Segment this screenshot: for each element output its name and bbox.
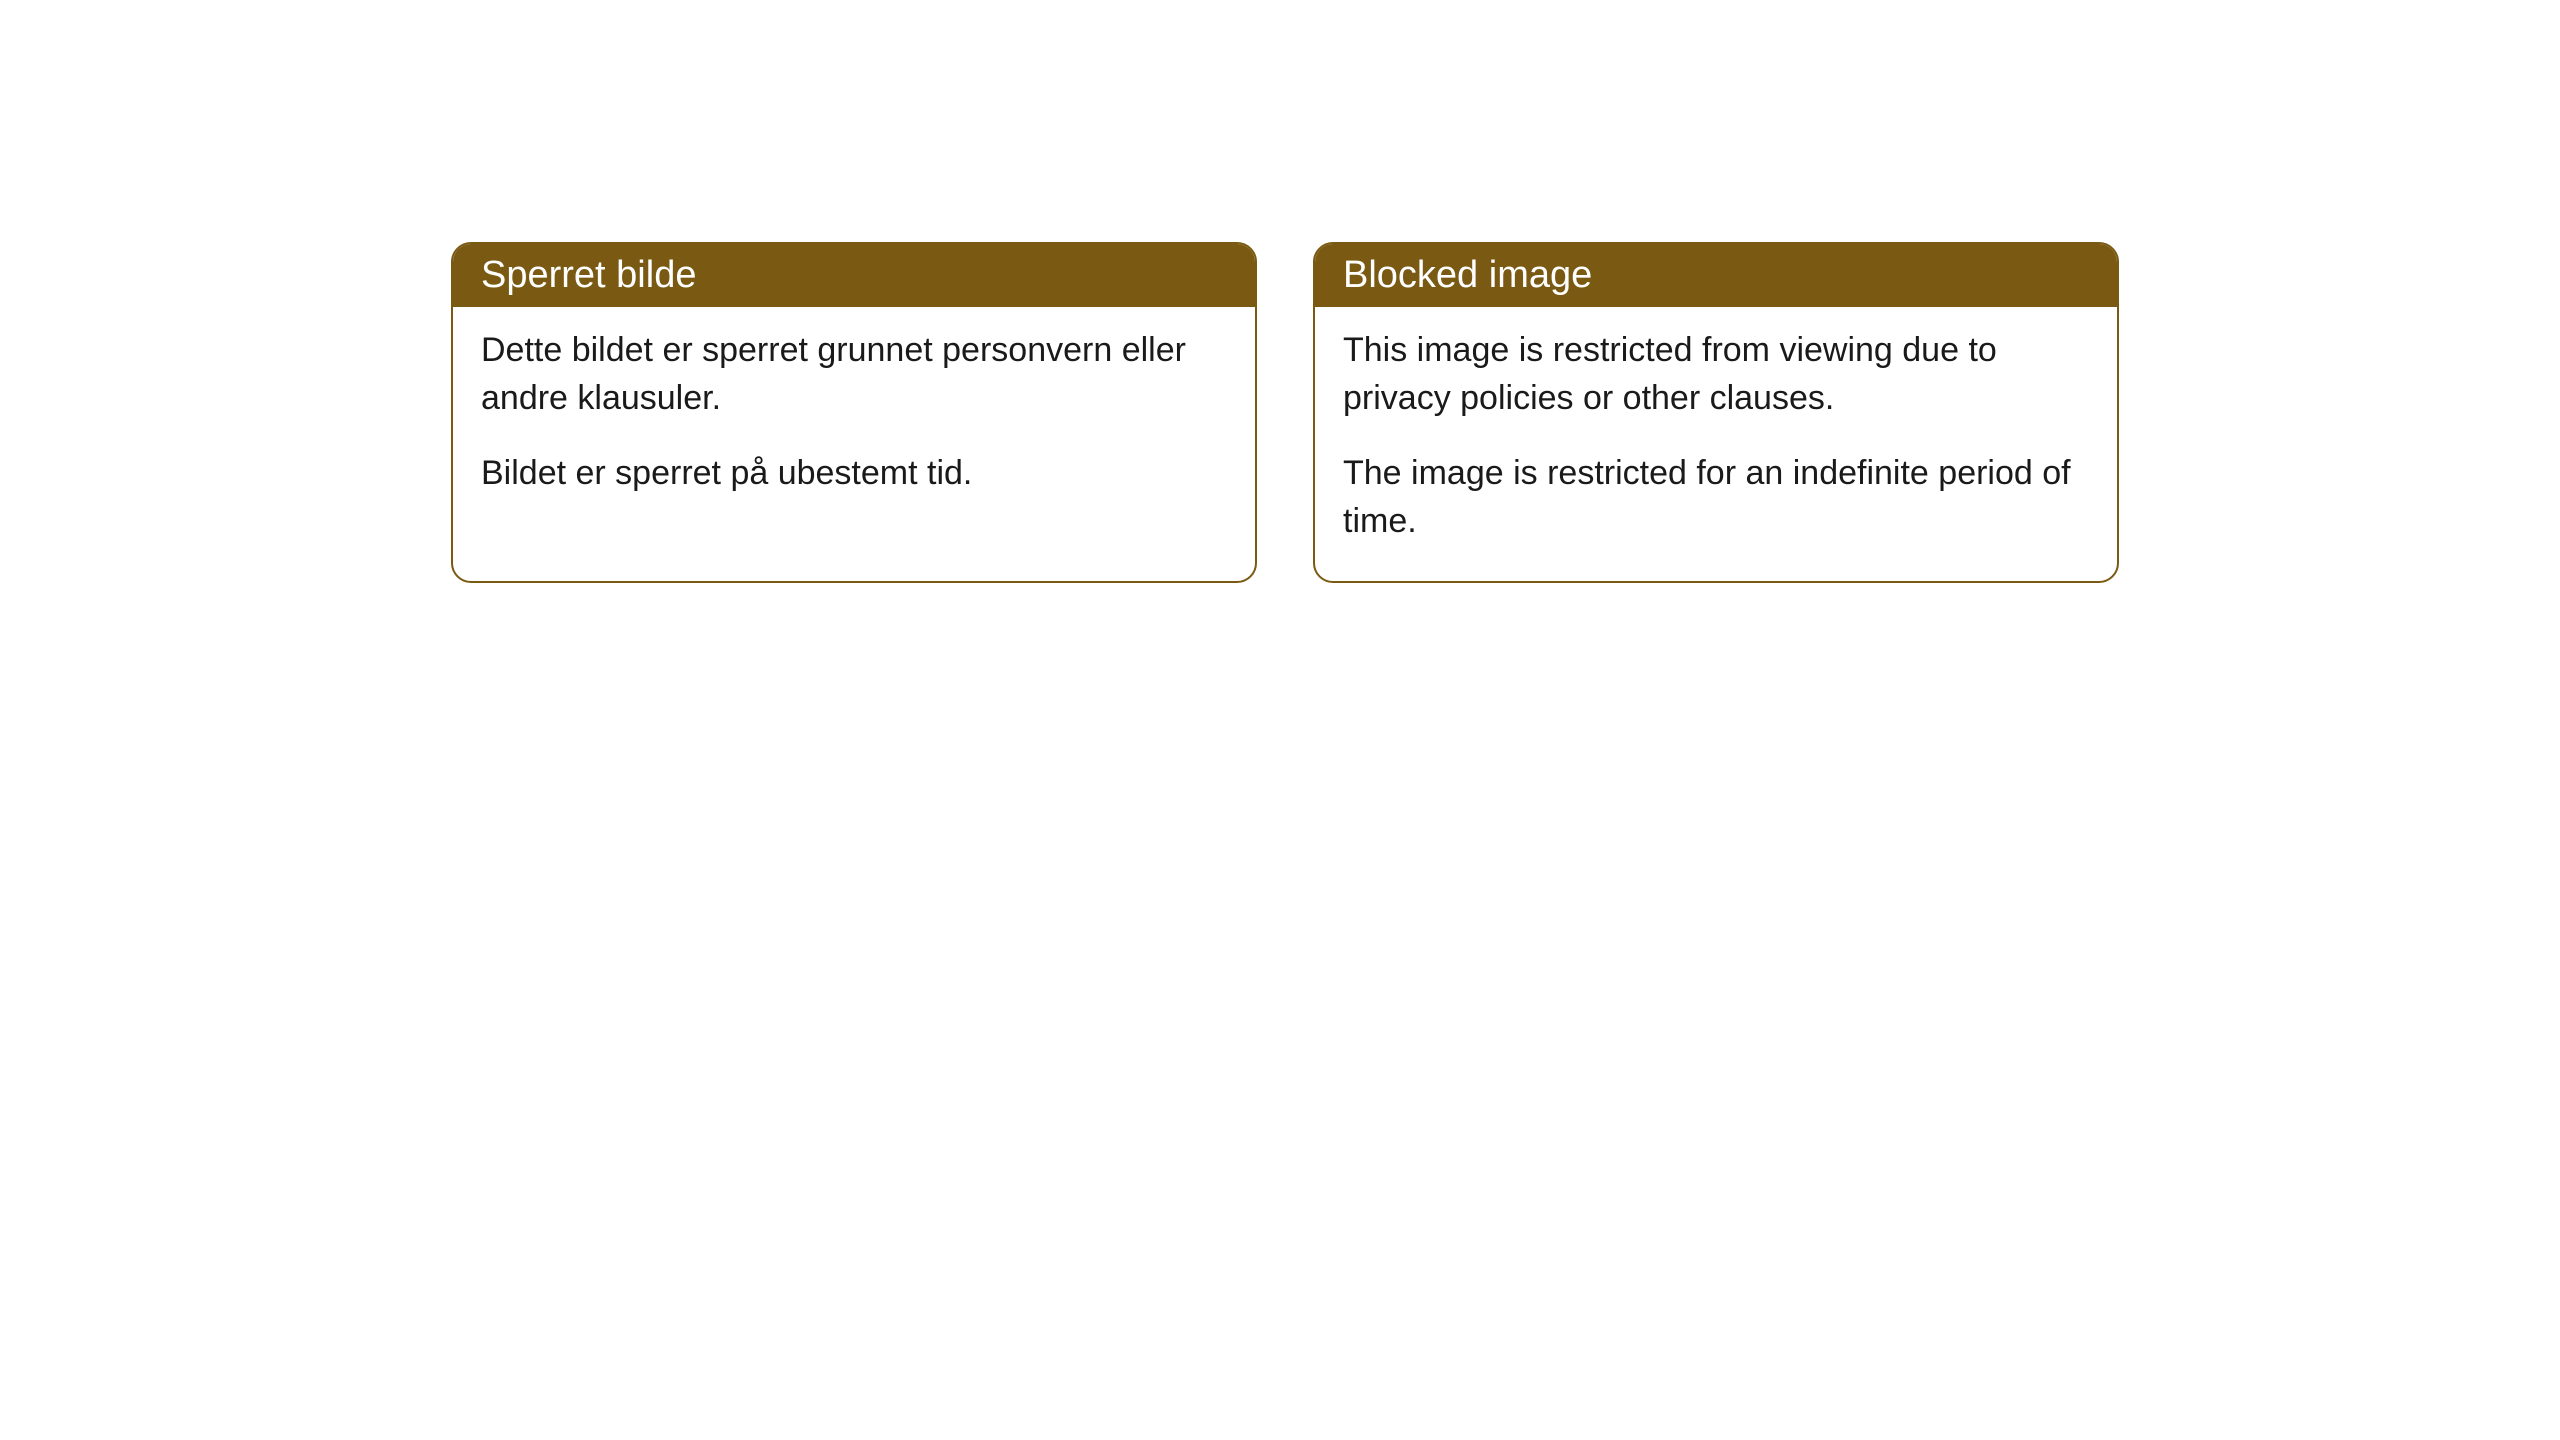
notice-paragraph-2: The image is restricted for an indefinit… <box>1343 450 2089 545</box>
notice-card-norwegian: Sperret bilde Dette bildet er sperret gr… <box>451 242 1257 583</box>
notice-body: This image is restricted from viewing du… <box>1315 307 2117 581</box>
notice-body: Dette bildet er sperret grunnet personve… <box>453 307 1255 534</box>
notice-paragraph-2: Bildet er sperret på ubestemt tid. <box>481 450 1227 498</box>
notice-paragraph-1: This image is restricted from viewing du… <box>1343 327 2089 422</box>
notice-title: Blocked image <box>1343 254 1592 296</box>
notice-header: Blocked image <box>1315 244 2117 307</box>
notice-title: Sperret bilde <box>481 254 696 296</box>
notice-paragraph-1: Dette bildet er sperret grunnet personve… <box>481 327 1227 422</box>
notice-card-english: Blocked image This image is restricted f… <box>1313 242 2119 583</box>
notice-container: Sperret bilde Dette bildet er sperret gr… <box>0 0 2560 583</box>
notice-header: Sperret bilde <box>453 244 1255 307</box>
